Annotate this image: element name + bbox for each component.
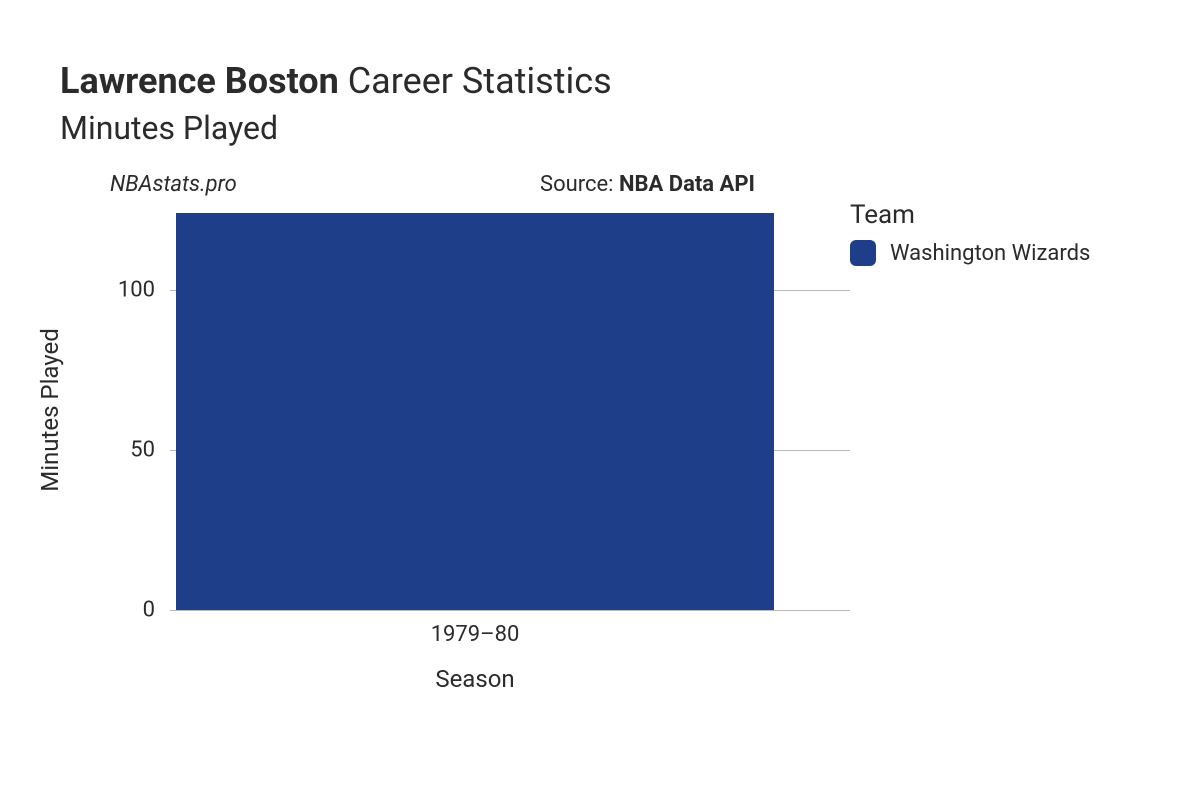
legend-swatch: [850, 240, 876, 266]
title-bold: Lawrence Boston: [60, 60, 339, 102]
y-tick-label: 50: [100, 438, 155, 463]
annotation-site: NBAstats.pro: [110, 172, 237, 197]
y-tick-label: 0: [100, 598, 155, 623]
y-tick-label: 100: [100, 278, 155, 303]
chart-subtitle: Minutes Played: [60, 109, 612, 147]
chart-title: Lawrence Boston Career Statistics: [60, 60, 612, 103]
legend: Team Washington Wizards: [850, 200, 1090, 266]
source-name: NBA Data API: [619, 172, 755, 197]
x-tick-label: 1979–80: [431, 622, 520, 647]
legend-item: Washington Wizards: [850, 240, 1090, 266]
grid-line: [170, 610, 850, 611]
annotation-source: Source: NBA Data API: [540, 172, 755, 197]
chart-container: Lawrence Boston Career Statistics Minute…: [0, 0, 1200, 800]
legend-title: Team: [850, 200, 1090, 230]
bar: [176, 213, 774, 610]
source-prefix: Source:: [540, 172, 619, 197]
x-axis-title: Season: [435, 665, 514, 693]
y-axis-title: Minutes Played: [36, 328, 64, 492]
legend-label: Washington Wizards: [890, 241, 1090, 266]
title-block: Lawrence Boston Career Statistics Minute…: [60, 60, 612, 147]
title-normal: Career Statistics: [339, 60, 612, 102]
